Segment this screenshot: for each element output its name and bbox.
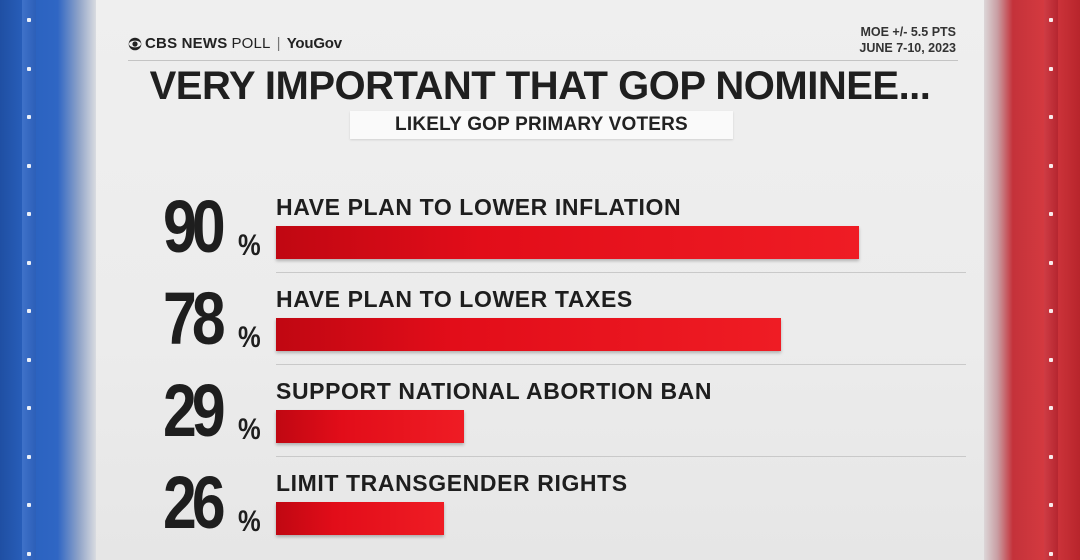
chart-title: VERY IMPORTANT THAT GOP NOMINEE... <box>149 64 931 108</box>
rail-dot <box>27 503 31 507</box>
rail-dot <box>27 406 31 410</box>
rail-dot <box>1049 309 1053 313</box>
header-divider <box>128 60 958 61</box>
right-decorative-panel <box>984 0 1080 560</box>
rail-dot <box>1049 115 1053 119</box>
rail-dot <box>27 309 31 313</box>
brand-poll: POLL <box>231 35 271 52</box>
rail-dot <box>1049 552 1053 556</box>
value-number: 26 <box>163 461 226 544</box>
rail-dot <box>27 212 31 216</box>
cbs-eye-icon <box>128 37 142 50</box>
rail-dot <box>27 115 31 119</box>
brand-logo: CBS NEWS POLL | YouGov <box>128 35 342 52</box>
rail-dot <box>1049 164 1053 168</box>
row-divider <box>276 272 966 273</box>
category-label: LIMIT TRANSGENDER RIGHTS <box>276 470 628 496</box>
brand-cbs: CBS NEWS <box>145 35 228 52</box>
left-rail <box>22 0 36 560</box>
percent-sign: % <box>238 229 261 262</box>
rail-dot <box>1049 406 1053 410</box>
rail-dot <box>27 455 31 459</box>
margin-of-error: MOE +/- 5.5 PTS JUNE 7-10, 2023 <box>859 24 956 56</box>
rail-dot <box>1049 455 1053 459</box>
rail-dot <box>1049 503 1053 507</box>
percent-sign: % <box>238 505 261 538</box>
bar-row: 78% HAVE PLAN TO LOWER TAXES <box>96 276 984 368</box>
right-rail <box>1044 0 1058 560</box>
value-label: 29% <box>163 369 263 452</box>
category-label: HAVE PLAN TO LOWER TAXES <box>276 286 633 312</box>
bar <box>276 318 781 351</box>
rail-dot <box>1049 67 1053 71</box>
bar <box>276 226 859 259</box>
category-label: HAVE PLAN TO LOWER INFLATION <box>276 194 682 220</box>
rail-dot <box>1049 18 1053 22</box>
value-number: 29 <box>163 369 226 452</box>
bar <box>276 410 464 443</box>
rail-dot <box>27 552 31 556</box>
brand-separator: | <box>276 35 281 52</box>
rail-dot <box>27 164 31 168</box>
category-label: SUPPORT NATIONAL ABORTION BAN <box>276 378 713 404</box>
bar-row: 90% HAVE PLAN TO LOWER INFLATION <box>96 184 984 276</box>
row-divider <box>276 364 966 365</box>
percent-sign: % <box>238 321 261 354</box>
rail-dot <box>27 261 31 265</box>
chart-subtitle: LIKELY GOP PRIMARY VOTERS <box>350 111 733 139</box>
value-label: 90% <box>163 185 263 268</box>
bar-row: 26% LIMIT TRANSGENDER RIGHTS <box>96 460 984 552</box>
brand-yougov: YouGov <box>286 35 342 52</box>
value-number: 78 <box>163 277 226 360</box>
poll-panel: CBS NEWS POLL | YouGov MOE +/- 5.5 PTS J… <box>96 0 984 560</box>
left-decorative-panel <box>0 0 96 560</box>
percent-sign: % <box>238 413 261 446</box>
row-divider <box>276 456 966 457</box>
rail-dot <box>1049 212 1053 216</box>
rail-dot <box>1049 261 1053 265</box>
poll-dates: JUNE 7-10, 2023 <box>859 41 956 55</box>
moe-line: MOE +/- 5.5 PTS <box>860 25 956 39</box>
bar-row: 29% SUPPORT NATIONAL ABORTION BAN <box>96 368 984 460</box>
rail-dot <box>27 67 31 71</box>
value-label: 78% <box>163 277 263 360</box>
bar <box>276 502 444 535</box>
value-number: 90 <box>163 185 226 268</box>
rail-dot <box>1049 358 1053 362</box>
rail-dot <box>27 18 31 22</box>
rail-dot <box>27 358 31 362</box>
value-label: 26% <box>163 461 263 544</box>
